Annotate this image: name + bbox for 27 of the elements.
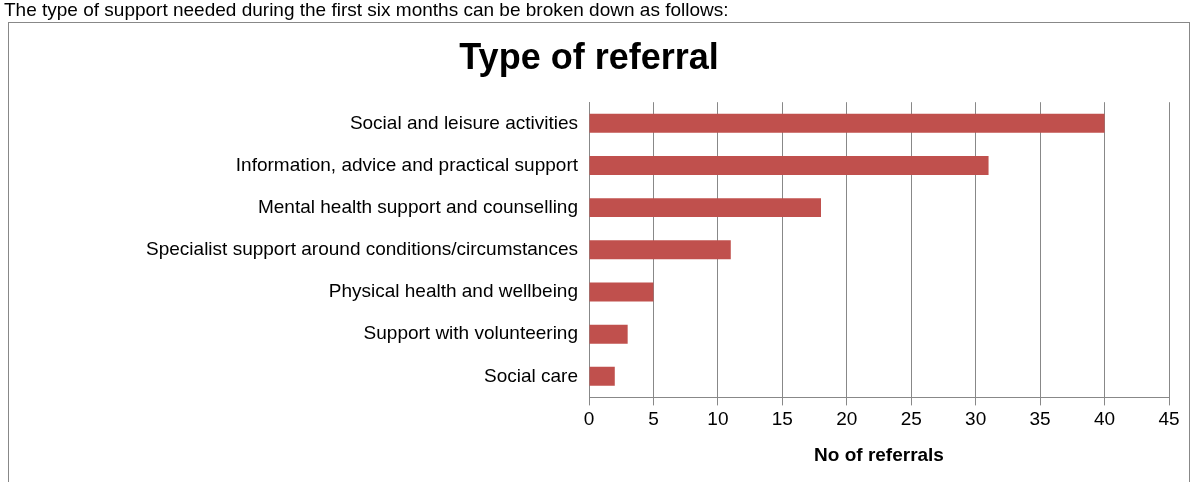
text: The type of support needed during the first six months can be broken down as follows: bbox=[4, 0, 729, 20]
bar bbox=[589, 155, 989, 175]
x-tick-label: 20 bbox=[836, 408, 858, 430]
y-tick-label: Social care bbox=[484, 364, 578, 386]
bar bbox=[589, 282, 654, 302]
x-tick-label: 0 bbox=[583, 408, 595, 430]
y-tick-label: Specialist support around conditions/circumstances bbox=[146, 238, 578, 260]
x-tick-label: 30 bbox=[965, 408, 987, 430]
x-tick-label: 15 bbox=[771, 408, 793, 430]
bar bbox=[589, 324, 628, 344]
x-tick-label: 5 bbox=[648, 408, 659, 430]
chart-title: Type of referral bbox=[459, 35, 719, 77]
x-axis-title: No of referrals bbox=[814, 443, 944, 465]
y-tick-label: Support with volunteering bbox=[363, 322, 578, 344]
bar bbox=[589, 113, 1105, 133]
y-tick-label: Physical health and wellbeing bbox=[328, 280, 578, 302]
x-tick-label: 10 bbox=[707, 408, 729, 430]
x-tick-label: 40 bbox=[1093, 408, 1116, 430]
y-tick-label: Social and leisure activities bbox=[349, 111, 578, 133]
y-tick-label: Mental health support and counselling bbox=[257, 195, 578, 217]
y-tick-label: Information, advice and practical support bbox=[235, 153, 579, 175]
x-tick-label: 35 bbox=[1029, 408, 1051, 430]
bar bbox=[589, 198, 821, 218]
bar bbox=[589, 366, 615, 386]
x-tick-label: 45 bbox=[1158, 408, 1180, 430]
x-tick-label: 25 bbox=[900, 408, 922, 430]
bar bbox=[589, 240, 731, 260]
